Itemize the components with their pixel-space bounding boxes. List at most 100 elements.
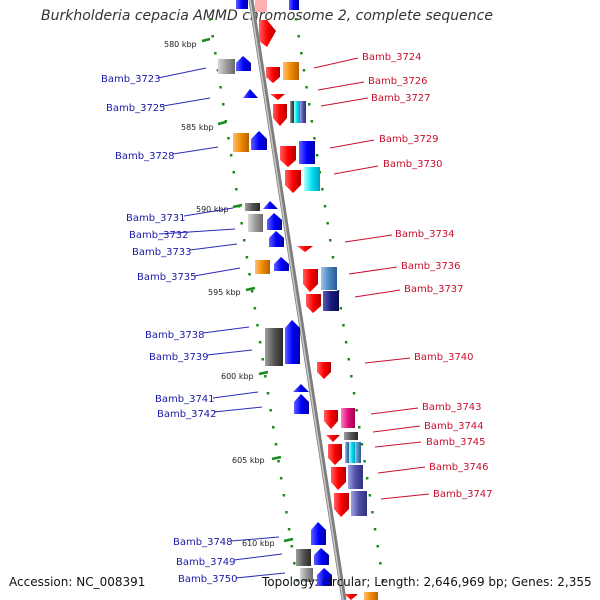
label-bamb-3725[interactable]: Bamb_3725 (106, 103, 166, 114)
label-bamb-3727[interactable]: Bamb_3727 (371, 93, 431, 104)
gene-bamb-3727d[interactable] (300, 101, 306, 123)
gene-top-red[interactable] (259, 20, 276, 47)
position-dot (272, 426, 275, 429)
gene-bamb-3731[interactable] (245, 203, 260, 211)
gene-bamb-3739[interactable] (285, 320, 300, 364)
label-bamb-3742[interactable]: Bamb_3742 (157, 409, 217, 420)
label-bamb-3740[interactable]: Bamb_3740 (414, 352, 474, 363)
position-dot (294, 18, 298, 21)
position-dot (373, 528, 377, 531)
label-bamb-3748[interactable]: Bamb_3748 (173, 537, 233, 548)
gene-bottom-red[interactable] (344, 594, 358, 600)
label-bamb-3743[interactable]: Bamb_3743 (422, 402, 482, 413)
gene-bamb-3745d[interactable] (355, 442, 361, 463)
gene-bamb-3744[interactable] (326, 435, 340, 442)
gene-bamb-3733[interactable] (269, 231, 284, 247)
gene-bamb-3740[interactable] (317, 362, 331, 379)
gene-bamb-3750b[interactable] (317, 568, 332, 586)
label-bamb-3747[interactable]: Bamb_3747 (433, 489, 493, 500)
label-bamb-3735[interactable]: Bamb_3735 (137, 272, 197, 283)
gene-top-right-blue[interactable] (289, 0, 299, 10)
gene-bamb-3748[interactable] (311, 522, 326, 545)
gene-bamb-3725[interactable] (243, 89, 258, 98)
gene-bamb-3737[interactable] (306, 294, 321, 313)
gene-bamb-3735[interactable] (255, 260, 270, 274)
position-dot (350, 375, 353, 378)
gene-bamb-3749b[interactable] (314, 548, 329, 565)
gene-bamb-3745b[interactable] (345, 442, 349, 463)
label-bamb-3730[interactable]: Bamb_3730 (383, 159, 443, 170)
gene-bamb-3736[interactable] (303, 269, 318, 292)
gene-bamb-3749[interactable] (296, 549, 311, 566)
position-dot (266, 392, 270, 395)
position-dot (360, 443, 364, 446)
gene-bamb-3746[interactable] (331, 467, 346, 490)
label-bamb-3736[interactable]: Bamb_3736 (401, 261, 461, 272)
ruler-label-590: 590 kbp (196, 205, 229, 214)
gene-bamb-3728[interactable] (233, 133, 249, 152)
label-bamb-3723[interactable]: Bamb_3723 (101, 74, 161, 85)
label-bamb-3728[interactable]: Bamb_3728 (115, 151, 175, 162)
gene-bamb-3723[interactable] (218, 59, 235, 74)
gene-bamb-3729[interactable] (280, 146, 296, 167)
label-bamb-3744[interactable]: Bamb_3744 (424, 421, 484, 432)
gene-bamb-3728b[interactable] (251, 131, 267, 150)
label-bamb-3746[interactable]: Bamb_3746 (429, 462, 489, 473)
gene-bamb-3727[interactable] (273, 104, 287, 126)
position-dot (264, 375, 267, 378)
label-bamb-3750[interactable]: Bamb_3750 (178, 574, 238, 585)
gene-bamb-3737b[interactable] (323, 291, 339, 311)
gene-bamb-3724[interactable] (266, 67, 280, 83)
position-dot (308, 103, 311, 106)
genome-backbone-highlight (249, 0, 344, 600)
gene-bamb-3732[interactable] (248, 214, 263, 232)
label-bamb-3733[interactable]: Bamb_3733 (132, 247, 192, 258)
gene-bamb-3735b[interactable] (274, 257, 289, 271)
position-dot (211, 35, 214, 38)
gene-bamb-3742[interactable] (294, 394, 309, 414)
label-bamb-3738[interactable]: Bamb_3738 (145, 330, 205, 341)
ruler-label-605: 605 kbp (232, 456, 265, 465)
label-bamb-3741[interactable]: Bamb_3741 (155, 394, 215, 405)
gene-bamb-3750[interactable] (300, 568, 313, 582)
gene-bamb-3731b[interactable] (263, 201, 278, 209)
gene-bamb-3726[interactable] (270, 94, 285, 100)
label-bamb-3749[interactable]: Bamb_3749 (176, 557, 236, 568)
gene-bamb-3744b[interactable] (344, 432, 358, 440)
position-dot (358, 426, 361, 429)
label-bamb-3732[interactable]: Bamb_3732 (129, 230, 189, 241)
label-bamb-3724[interactable]: Bamb_3724 (362, 52, 422, 63)
label-bamb-3729[interactable]: Bamb_3729 (379, 134, 439, 145)
label-bamb-3739[interactable]: Bamb_3739 (149, 352, 209, 363)
gene-bamb-3723b[interactable] (236, 56, 251, 71)
gene-bamb-3738[interactable] (265, 328, 283, 366)
gene-bamb-3743b[interactable] (341, 408, 355, 428)
gene-bamb-3747[interactable] (334, 493, 349, 517)
gene-bamb-3727c[interactable] (294, 101, 300, 123)
gene-bamb-3745[interactable] (328, 444, 342, 465)
gene-bamb-3732b[interactable] (267, 213, 282, 230)
gene-bamb-3741[interactable] (293, 384, 309, 392)
gene-bamb-3730b[interactable] (304, 167, 320, 191)
label-bamb-3737[interactable]: Bamb_3737 (404, 284, 464, 295)
label-bamb-3734[interactable]: Bamb_3734 (395, 229, 455, 240)
gene-top-left[interactable] (236, 0, 248, 9)
position-dot (290, 545, 293, 548)
gene-bamb-3727b[interactable] (290, 101, 294, 123)
gene-bamb-3729b[interactable] (299, 141, 315, 164)
gene-bamb-3743[interactable] (324, 410, 338, 429)
label-bamb-3745[interactable]: Bamb_3745 (426, 437, 486, 448)
label-bamb-3726[interactable]: Bamb_3726 (368, 76, 428, 87)
gene-bamb-3730[interactable] (285, 170, 301, 193)
gene-bamb-3736b[interactable] (321, 267, 337, 290)
gene-bamb-3734[interactable] (297, 246, 313, 252)
gene-bottom-orange[interactable] (364, 592, 378, 600)
position-dot (243, 239, 246, 242)
gene-top-pink[interactable] (255, 0, 267, 12)
gene-bamb-3746b[interactable] (348, 465, 363, 489)
gene-bamb-3745c[interactable] (349, 442, 355, 463)
gene-bamb-3747b[interactable] (351, 491, 367, 516)
gene-bamb-3724b[interactable] (283, 62, 299, 80)
label-bamb-3731[interactable]: Bamb_3731 (126, 213, 186, 224)
ruler-tick-585: 585 kbp (181, 120, 227, 132)
